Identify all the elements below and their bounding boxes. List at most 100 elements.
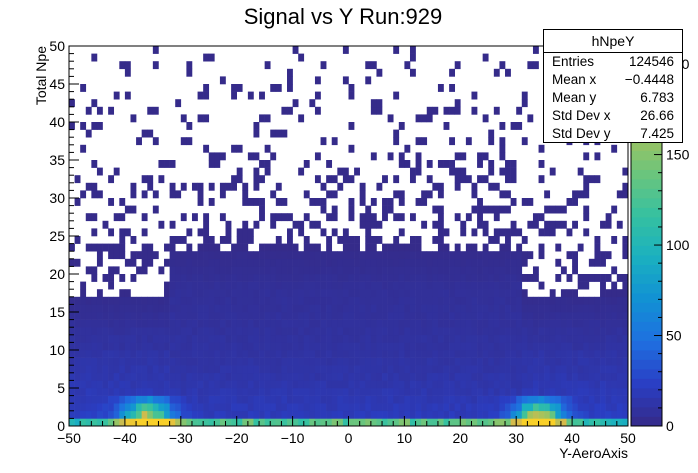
heatmap-cell	[348, 274, 355, 282]
heatmap-cell	[253, 342, 260, 351]
heatmap-cell	[96, 289, 103, 298]
heatmap-cell	[69, 372, 75, 381]
heatmap-cell	[572, 342, 578, 351]
heatmap-cell	[471, 372, 478, 381]
heatmap-cell	[253, 198, 260, 206]
heatmap-cell	[382, 213, 388, 222]
heatmap-cell	[85, 403, 92, 412]
heatmap-cell	[398, 319, 405, 328]
heatmap-cell	[454, 175, 461, 184]
heatmap-cell	[421, 350, 428, 358]
heatmap-cell	[247, 388, 254, 396]
heatmap-cell	[320, 304, 327, 313]
heatmap-cell	[231, 274, 237, 282]
heatmap-cell	[303, 418, 310, 427]
heatmap-cell	[437, 403, 444, 412]
heatmap-cell	[465, 403, 472, 412]
heatmap-cell	[275, 243, 282, 252]
heatmap-cell	[253, 281, 260, 290]
heatmap-cell	[560, 289, 567, 298]
heatmap-cell	[264, 144, 271, 153]
heatmap-cell	[611, 304, 618, 313]
x-tick-label: −50	[57, 430, 81, 446]
heatmap-cell	[186, 266, 193, 275]
heatmap-cell	[516, 296, 523, 305]
heatmap-cell	[421, 342, 428, 351]
heatmap-cell	[516, 380, 523, 389]
heatmap-cell	[96, 365, 103, 374]
heatmap-cell	[387, 327, 394, 336]
heatmap-cell	[460, 304, 467, 313]
heatmap-cell	[605, 410, 612, 419]
heatmap-cell	[292, 372, 299, 381]
heatmap-cell	[191, 274, 198, 282]
heatmap-cell	[303, 190, 310, 199]
heatmap-cell	[449, 106, 456, 115]
heatmap-cell	[393, 289, 400, 298]
heatmap-cell	[264, 114, 271, 123]
heatmap-cell	[164, 380, 170, 389]
heatmap-cell	[393, 129, 400, 138]
heatmap-cell	[169, 342, 176, 351]
heatmap-cell	[532, 388, 539, 396]
heatmap-cell	[253, 319, 260, 328]
heatmap-cell	[214, 274, 221, 282]
heatmap-cell	[426, 357, 433, 366]
heatmap-cell	[499, 312, 506, 320]
heatmap-cell	[482, 251, 489, 260]
heatmap-cell	[421, 289, 428, 298]
heatmap-cell	[169, 182, 176, 191]
heatmap-cell	[471, 258, 478, 267]
heatmap-cell	[532, 266, 539, 275]
heatmap-cell	[611, 342, 618, 351]
heatmap-cell	[376, 312, 383, 320]
heatmap-cell	[91, 296, 98, 305]
heatmap-cell	[309, 312, 316, 320]
heatmap-cell	[108, 312, 115, 320]
heatmap-cell	[108, 106, 115, 115]
heatmap-cell	[186, 296, 193, 305]
heatmap-cell	[354, 296, 360, 305]
heatmap-cell	[359, 388, 366, 396]
heatmap-cell	[499, 251, 506, 260]
color-scale-step	[631, 369, 662, 379]
heatmap-cell	[516, 372, 523, 381]
heatmap-cell	[136, 350, 142, 358]
heatmap-cell	[527, 327, 534, 336]
heatmap-cell	[331, 388, 338, 396]
heatmap-cell	[236, 342, 243, 351]
heatmap-cell	[219, 274, 226, 282]
heatmap-cell	[538, 350, 545, 358]
heatmap-cell	[191, 281, 198, 290]
heatmap-cell	[309, 327, 316, 336]
heatmap-cell	[588, 357, 595, 366]
heatmap-cell	[432, 205, 439, 214]
heatmap-cell	[337, 304, 344, 313]
heatmap-cell	[287, 388, 293, 396]
heatmap-cell	[532, 274, 539, 282]
heatmap-cell	[566, 342, 573, 351]
heatmap-cell	[275, 258, 282, 267]
heatmap-cell	[382, 304, 388, 313]
heatmap-cell	[219, 327, 226, 336]
heatmap-cell	[124, 342, 131, 351]
heatmap-cell	[124, 319, 131, 328]
heatmap-cell	[208, 388, 215, 396]
color-scale-step	[631, 359, 662, 370]
heatmap-cell	[544, 312, 551, 320]
heatmap-cell	[421, 319, 428, 328]
heatmap-cell	[314, 418, 321, 427]
heatmap-cell	[376, 251, 383, 260]
heatmap-cell	[616, 220, 623, 229]
color-scale-step	[631, 160, 662, 170]
heatmap-cell	[611, 144, 618, 153]
heatmap-cell	[158, 175, 165, 184]
heatmap-cell	[611, 380, 618, 389]
heatmap-cell	[605, 289, 612, 298]
heatmap-cell	[471, 380, 478, 389]
heatmap-cell	[465, 213, 472, 222]
heatmap-cell	[432, 281, 439, 290]
heatmap-cell	[465, 312, 472, 320]
heatmap-cell	[572, 372, 578, 381]
heatmap-cell	[147, 312, 154, 320]
